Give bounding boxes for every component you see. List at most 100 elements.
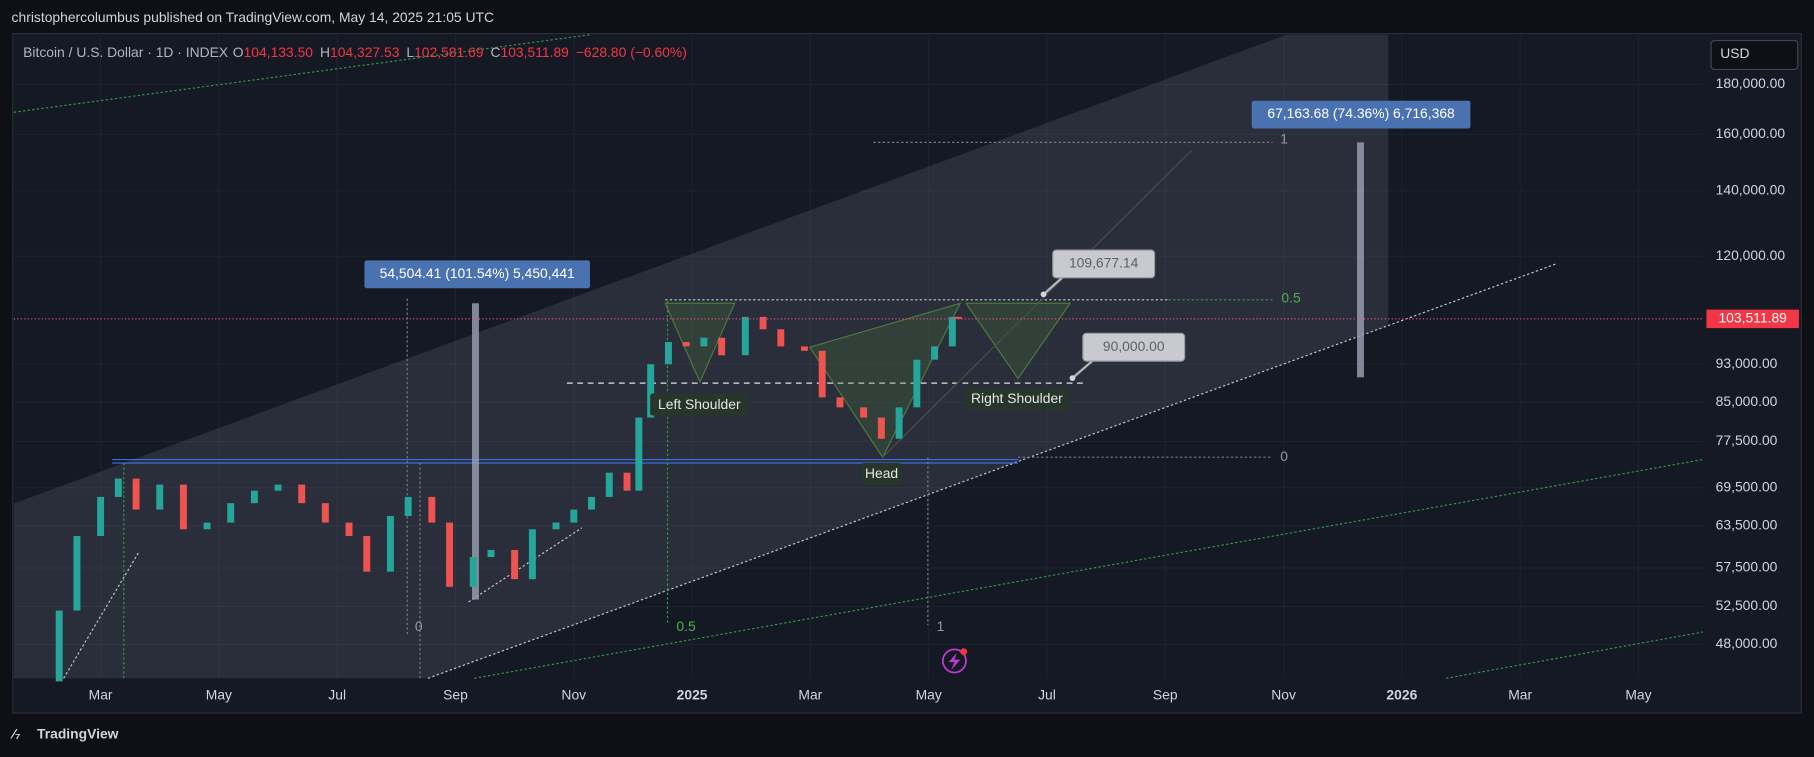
x-tick-label: May xyxy=(916,686,942,702)
candle-body xyxy=(718,337,726,356)
candle-body xyxy=(588,496,596,510)
candle-body xyxy=(664,342,672,365)
legend-value: 102,581.69 xyxy=(414,44,484,60)
x-tick-label: Jul xyxy=(328,686,346,702)
candle-body xyxy=(759,316,767,330)
candle-body xyxy=(913,359,921,408)
candle-body xyxy=(321,503,329,523)
candle-body xyxy=(114,478,122,497)
y-tick-label: 180,000.00 xyxy=(1716,75,1786,91)
candle-body xyxy=(552,522,560,530)
x-tick-label: May xyxy=(206,686,232,702)
x-tick-label: 2026 xyxy=(1386,686,1417,702)
y-tick-label: 69,500.00 xyxy=(1716,478,1778,494)
pattern-label: Right Shoulder xyxy=(971,390,1063,406)
fib-label: 1 xyxy=(937,618,945,634)
projection-line xyxy=(882,150,1193,458)
x-tick-label: Mar xyxy=(798,686,822,702)
y-tick-label: 140,000.00 xyxy=(1716,182,1786,198)
callout-pointer xyxy=(1071,360,1093,380)
measure-box xyxy=(1251,100,1471,129)
candle-body xyxy=(948,316,956,347)
channel-band xyxy=(13,34,1389,679)
trend-line xyxy=(63,551,140,679)
channel-line xyxy=(427,263,1557,679)
trend-line xyxy=(468,527,583,603)
x-tick-label: May xyxy=(1625,686,1651,702)
pattern-label-box xyxy=(650,393,749,416)
alert-icon-dot xyxy=(960,648,968,656)
fib-label: 0.5 xyxy=(676,618,696,634)
y-tick-label: 52,500.00 xyxy=(1716,597,1778,613)
fib-label: 1 xyxy=(1280,131,1288,147)
pattern-label: Head xyxy=(865,465,898,481)
candle-body xyxy=(132,478,140,510)
alert-icon xyxy=(941,648,967,674)
legend-value: 104,133.50 xyxy=(244,44,314,60)
callout-label: 90,000.00 xyxy=(1103,338,1165,354)
pattern-label: Left Shoulder xyxy=(658,396,741,412)
measure-label: 67,163.68 (74.36%) 6,716,368 xyxy=(1267,105,1455,121)
candle-body xyxy=(363,536,371,572)
footer-logo: ⁄₇ xyxy=(10,726,21,742)
x-tick-label: Nov xyxy=(1271,686,1296,702)
candle-body xyxy=(446,522,454,587)
candle-body xyxy=(487,549,495,558)
legend-key: H xyxy=(320,44,330,60)
legend-change: −628.80 (−0.60%) xyxy=(576,44,687,60)
candle-body xyxy=(777,329,785,347)
legend-title: Bitcoin / U.S. Dollar · 1D · INDEX xyxy=(23,44,228,60)
y-tick-label: 57,500.00 xyxy=(1716,559,1778,575)
legend-value: 104,327.53 xyxy=(330,44,400,60)
pattern-label-box xyxy=(861,462,902,485)
x-tick-label: Sep xyxy=(1153,686,1178,702)
fib-label: 0 xyxy=(1280,448,1288,464)
candle-body xyxy=(511,549,519,580)
pattern-shape xyxy=(808,302,962,459)
last-price-tag xyxy=(1706,309,1799,329)
legend-value: 103,511.89 xyxy=(501,44,570,60)
candle-body xyxy=(274,484,282,491)
candle-body xyxy=(97,496,105,537)
candle-body xyxy=(635,417,643,491)
callout-box xyxy=(1052,249,1156,279)
candle-body xyxy=(877,417,885,439)
candle-body xyxy=(73,536,81,611)
y-tick-label: 63,500.00 xyxy=(1716,517,1778,533)
candle-body xyxy=(647,364,655,418)
candle-body xyxy=(682,342,690,347)
measure-bar xyxy=(472,303,479,600)
candle-body xyxy=(428,496,436,523)
candle-body xyxy=(386,516,394,572)
candle-body xyxy=(954,316,962,319)
legend-key: O xyxy=(233,44,244,60)
pattern-shape xyxy=(664,302,736,384)
candle-body xyxy=(836,397,844,408)
trend-line xyxy=(1446,631,1704,679)
chart-panel xyxy=(12,32,1802,714)
last-price-label: 103,511.89 xyxy=(1718,310,1787,326)
candle-body xyxy=(605,472,613,497)
candle-body xyxy=(818,350,826,398)
x-tick-label: 2025 xyxy=(677,686,708,702)
candle-body xyxy=(469,557,477,587)
footer-brand: TradingView xyxy=(37,726,119,742)
candle-body xyxy=(250,490,258,504)
legend: Bitcoin / U.S. Dollar · 1D · INDEX O104,1… xyxy=(23,44,687,60)
candle-body xyxy=(895,407,903,439)
pattern-shape xyxy=(964,302,1072,380)
chart-layers: 54,504.41 (101.54%) 5,450,441 67,163.68 (… xyxy=(13,34,1704,682)
x-tick-label: Nov xyxy=(561,686,586,702)
currency-button[interactable] xyxy=(1710,39,1799,71)
candle-body xyxy=(741,316,749,356)
candle-body xyxy=(227,503,235,523)
candle-body xyxy=(528,529,536,580)
callout-dot xyxy=(1069,375,1076,382)
candle-body xyxy=(203,522,211,530)
candle-body xyxy=(156,484,164,510)
x-tick-label: Mar xyxy=(1508,686,1532,702)
currency-label[interactable]: USD xyxy=(1720,45,1749,61)
y-tick-label: 85,000.00 xyxy=(1716,393,1778,409)
